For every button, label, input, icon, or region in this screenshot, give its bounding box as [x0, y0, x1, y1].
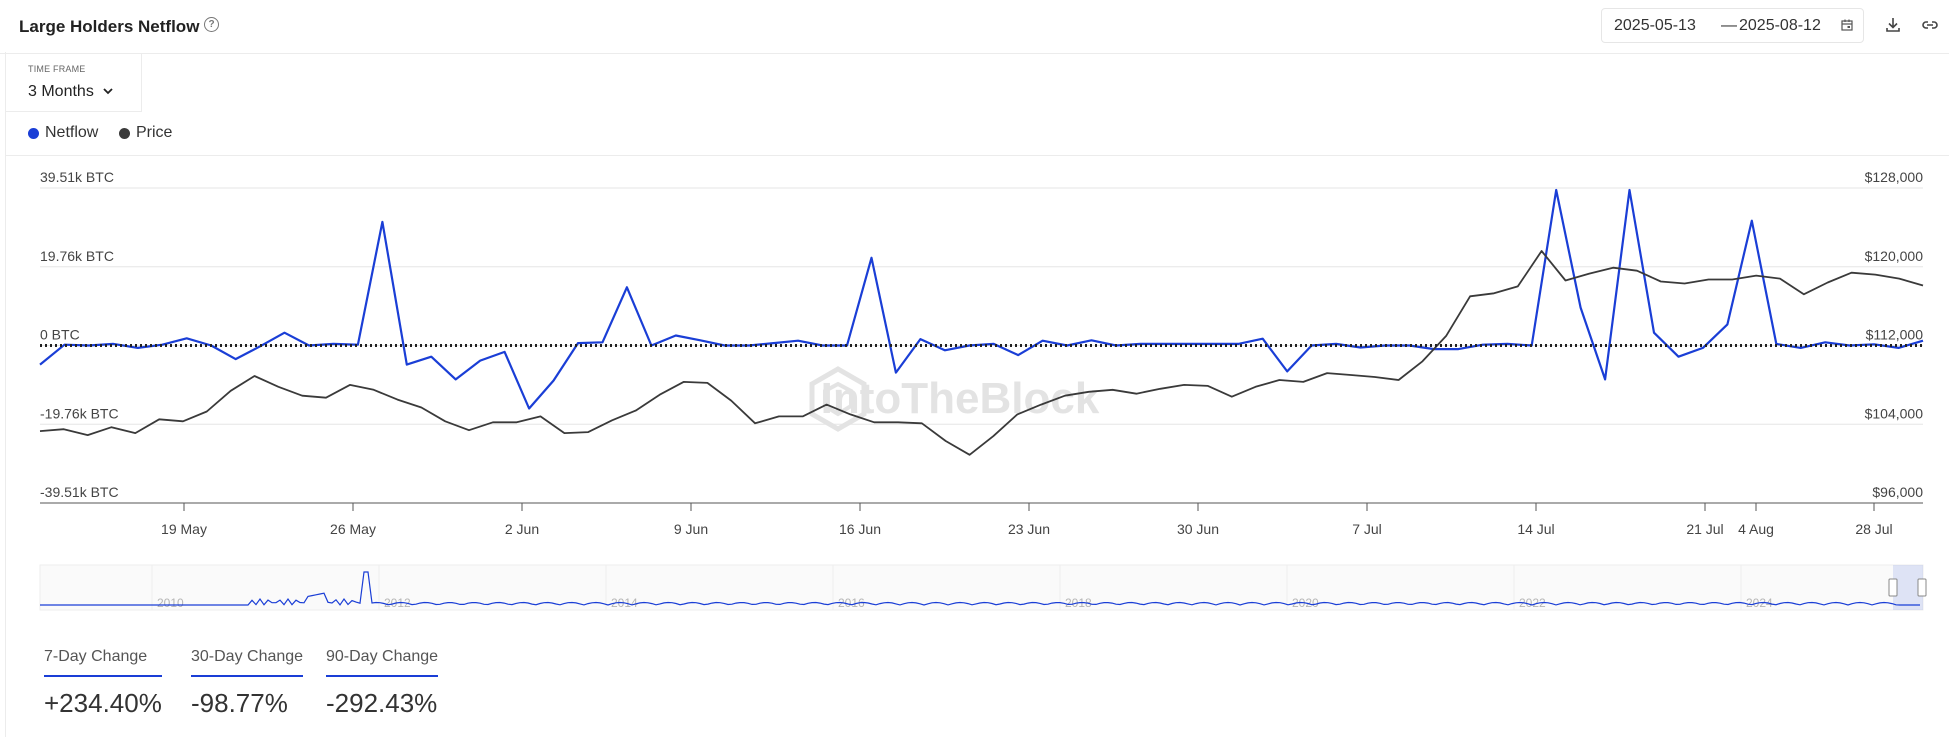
help-icon[interactable]: ? [204, 17, 219, 32]
x-tick-label: 7 Jul [1352, 521, 1382, 537]
navigator-handle-left-icon [1888, 578, 1898, 597]
navigator-year-label: 2022 [1519, 596, 1546, 610]
y-left-tick-label: 0 BTC [40, 327, 80, 343]
navigator-year-label: 2016 [838, 596, 865, 610]
legend-label-price: Price [136, 124, 173, 141]
y-right-tick-label: $112,000 [1866, 327, 1924, 343]
stat-7-day-value: +234.40% [44, 688, 162, 718]
x-tick-label: 16 Jun [839, 521, 881, 537]
x-tick-label: 14 Jul [1517, 521, 1554, 537]
stat-90-day-value: -292.43% [326, 688, 438, 718]
x-tick-label: 26 May [330, 521, 376, 537]
chevron-down-icon [103, 88, 113, 95]
left-divider [5, 52, 6, 737]
date-from: 2025-05-13 [1614, 17, 1696, 34]
legend-item-netflow[interactable]: Netflow [28, 124, 98, 142]
date-separator: — [1721, 17, 1737, 34]
x-tick-label: 30 Jun [1177, 521, 1219, 537]
watermark-logo-icon [809, 366, 867, 432]
x-tick-label: 9 Jun [674, 521, 708, 537]
x-tick-label: 28 Jul [1855, 521, 1892, 537]
time-frame-label: TIME FRAME [28, 64, 86, 74]
navigator-year-label: 2010 [157, 596, 184, 610]
date-range-picker[interactable]: 2025-05-13 — 2025-08-12 [1601, 8, 1864, 43]
header: Large Holders Netflow ? 2025-05-13 — 202… [0, 0, 1949, 54]
x-tick-label: 4 Aug [1738, 521, 1774, 537]
y-left-tick-label: -39.51k BTC [40, 484, 119, 500]
price-series-line [39, 250, 1924, 456]
stat-30-day[interactable]: 30-Day Change -98.77% [191, 648, 304, 719]
stat-30-day-label: 30-Day Change [191, 648, 304, 677]
y-left-tick-label: 39.51k BTC [40, 169, 114, 185]
navigator-handle-right-icon [1917, 578, 1927, 597]
page-title: Large Holders Netflow [19, 17, 200, 36]
date-to: 2025-08-12 [1739, 17, 1821, 34]
watermark: IntoTheBlock [821, 374, 1100, 423]
x-tick-label: 21 Jul [1686, 521, 1723, 537]
legend-item-price[interactable]: Price [119, 124, 172, 142]
time-frame-value: 3 Months [28, 83, 94, 100]
grid-lines [40, 187, 1923, 504]
y-right-tick-label: $104,000 [1865, 405, 1924, 421]
time-frame-selector[interactable]: TIME FRAME 3 Months [6, 53, 142, 112]
legend-label-netflow: Netflow [45, 124, 99, 141]
y-right-tick-label: $128,000 [1865, 169, 1924, 185]
x-tick-label: 19 May [161, 521, 207, 537]
chart-marks: 39.51k BTC $128,000 19.76k BTC $120,000 0 BT… [39, 169, 1924, 537]
download-icon[interactable] [1883, 15, 1903, 35]
price-swatch [119, 127, 130, 139]
y-left-tick-label: -19.76k BTC [40, 405, 119, 421]
y-right-tick-label: $120,000 [1865, 248, 1924, 264]
link-icon[interactable] [1920, 15, 1940, 35]
netflow-swatch [28, 127, 39, 139]
stat-7-day[interactable]: 7-Day Change +234.40% [44, 648, 162, 719]
range-navigator[interactable]: 2010 2012 2014 2016 2018 2020 2022 2024 [39, 564, 1927, 611]
calendar-icon [1841, 19, 1853, 31]
legend: Netflow Price [6, 112, 1949, 156]
stat-30-day-value: -98.77% [191, 688, 288, 718]
navigator-sparkline [40, 571, 1920, 606]
stat-7-day-label: 7-Day Change [44, 648, 162, 677]
x-tick-label: 23 Jun [1008, 521, 1050, 537]
stat-90-day-label: 90-Day Change [326, 648, 439, 677]
stat-90-day[interactable]: 90-Day Change -292.43% [326, 648, 439, 719]
y-left-tick-label: 19.76k BTC [40, 248, 114, 264]
y-right-tick-label: $96,000 [1872, 484, 1923, 500]
x-tick-label: 2 Jun [505, 521, 539, 537]
